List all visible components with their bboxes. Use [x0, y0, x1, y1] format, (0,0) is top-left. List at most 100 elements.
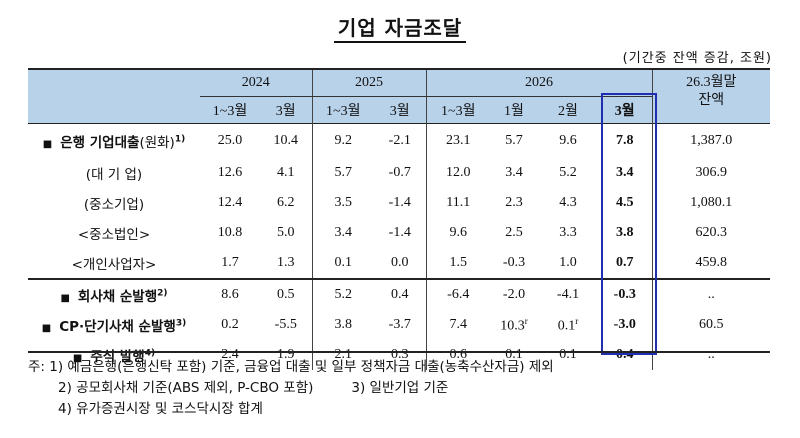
- cell: -3.0: [613, 317, 636, 332]
- cell: 9.2: [311, 123, 374, 158]
- cell: 1,387.0: [651, 123, 770, 158]
- cell: 12.0: [425, 158, 490, 188]
- cell: -0.7: [388, 165, 411, 180]
- header-blank: [28, 69, 200, 124]
- cell: 3.5: [311, 188, 374, 218]
- cell: 9.6: [425, 218, 490, 248]
- cell: 60.5: [651, 310, 770, 340]
- header-period: 3월: [598, 96, 652, 124]
- cell: 5.0: [277, 225, 295, 240]
- cell: 1.3: [277, 255, 295, 270]
- header-period: 3월: [374, 96, 426, 124]
- cell: 5.2: [311, 278, 374, 310]
- cell: 4.1: [277, 165, 295, 180]
- cell: 0.6: [425, 340, 490, 370]
- cell: 23.1: [425, 123, 490, 158]
- cell: -0.3: [598, 278, 652, 310]
- cell: 0.1: [559, 347, 577, 362]
- cell: 0.2: [221, 317, 239, 332]
- cell: 4.5: [616, 195, 634, 210]
- cell: 11.1: [425, 188, 490, 218]
- square-bullet-icon: ■: [72, 353, 83, 364]
- cell: 3.8: [311, 310, 374, 340]
- cell: 459.8: [651, 248, 770, 279]
- cell: 5.7: [490, 123, 538, 158]
- page-title: 기업 자금조달: [0, 12, 800, 43]
- cell: ..: [651, 340, 770, 370]
- cell: 0.1r: [557, 315, 579, 334]
- row-label: (중소기업): [83, 197, 145, 213]
- square-bullet-icon: ■: [60, 293, 70, 304]
- row-label: ■ 주식 발행4): [72, 348, 156, 366]
- cell: 1.7: [221, 255, 239, 270]
- cell: ..: [651, 278, 770, 310]
- cell: 0.7: [616, 255, 634, 270]
- cell: 0.1: [505, 347, 523, 362]
- cell: -6.4: [425, 278, 490, 310]
- cell: 4.3: [559, 195, 577, 210]
- cell: 7.8: [598, 123, 652, 158]
- footnotes: 주: 1) 예금은행(은행신탁 포함) 기준, 금융업 대출 및 일부 정책자금…: [28, 357, 554, 420]
- cell: 1.9: [277, 347, 295, 362]
- cell: 1.5: [425, 248, 490, 279]
- header-balance-date: 26.3월말: [686, 75, 737, 90]
- cell: 0.4: [616, 347, 634, 362]
- cell: 2.1: [311, 340, 374, 370]
- header-balance: 26.3월말 잔액: [651, 69, 770, 124]
- cell: 0.4: [374, 278, 426, 310]
- table-row: <개인사업자> 1.7 1.3 0.1 0.0 1.5 -0.3 1.0 0.7…: [28, 248, 770, 279]
- table-row: ■ 주식 발행4) 2.4 1.9 2.1 0.3 0.6 0.1 0.1 0.4…: [28, 340, 770, 370]
- cell: 2.3: [505, 195, 523, 210]
- title-text: 기업 자금조달: [333, 16, 467, 43]
- square-bullet-icon: ■: [42, 139, 53, 150]
- table-row: <중소법인> 10.8 5.0 3.4 -1.4 9.6 2.5 3.3 3.8…: [28, 218, 770, 248]
- cell: 306.9: [651, 158, 770, 188]
- cell: 10.4: [260, 123, 312, 158]
- cell: -4.1: [538, 278, 598, 310]
- cell: 12.6: [217, 165, 243, 180]
- header-period: 2월: [538, 96, 598, 124]
- cell: 5.2: [559, 165, 577, 180]
- header-period: 3월: [260, 96, 312, 124]
- header-period: 1~3월: [425, 96, 490, 124]
- cell: 3.8: [616, 225, 634, 240]
- cell: 10.8: [217, 225, 243, 240]
- cell: 10.3r: [500, 315, 528, 334]
- header-balance-label: 잔액: [698, 93, 725, 108]
- footnote-2-3: 2) 공모회사채 기준(ABS 제외, P-CBO 포함) 3) 일반기업 기준: [58, 380, 449, 396]
- cell: -3.7: [388, 317, 411, 332]
- row-label: ■ CP·단기사채 순발행3): [41, 318, 187, 336]
- cell: 1,080.1: [651, 188, 770, 218]
- cell: -5.5: [274, 317, 297, 332]
- table-row: ■ CP·단기사채 순발행3) 0.2 -5.5 3.8 -3.7 7.4 10.…: [28, 310, 770, 340]
- table-bottom-rule: [28, 351, 770, 353]
- header-year-2025: 2025: [311, 69, 426, 97]
- unit-label: (기간중 잔액 증감, 조원): [622, 51, 772, 66]
- header-year-2024: 2024: [200, 69, 312, 97]
- header-period: 1월: [490, 96, 538, 124]
- row-label: ■ 은행 기업대출(원화)1): [28, 123, 200, 158]
- cell: 9.6: [538, 123, 598, 158]
- cell: 0.3: [391, 347, 409, 362]
- cell: -2.0: [490, 278, 538, 310]
- cell: -1.4: [388, 195, 411, 210]
- cell: 3.4: [505, 165, 523, 180]
- square-bullet-icon: ■: [41, 323, 52, 334]
- row-label: <개인사업자>: [71, 257, 157, 273]
- cell: 3.3: [559, 225, 577, 240]
- cell: 0.0: [391, 255, 409, 270]
- footnote-4: 4) 유가증권시장 및 코스닥시장 합계: [58, 401, 263, 417]
- table-row: ■ 은행 기업대출(원화)1) 25.0 10.4 9.2 -2.1 23.1 5…: [28, 123, 770, 158]
- footnote-1: 주: 1) 예금은행(은행신탁 포함) 기준, 금융업 대출 및 일부 정책자금…: [28, 359, 554, 375]
- cell: 6.2: [277, 195, 295, 210]
- funding-table: 2024 2025 2026 26.3월말 잔액 1~3월 3월 1~3월 3월…: [28, 68, 770, 370]
- cell: 7.4: [425, 310, 490, 340]
- cell: 0.1: [311, 248, 374, 279]
- cell: 8.6: [200, 278, 260, 310]
- cell: 3.4: [616, 165, 634, 180]
- cell: 3.4: [311, 218, 374, 248]
- cell: 620.3: [651, 218, 770, 248]
- cell: -1.4: [388, 225, 411, 240]
- cell: 12.4: [217, 195, 243, 210]
- header-period: 1~3월: [200, 96, 260, 124]
